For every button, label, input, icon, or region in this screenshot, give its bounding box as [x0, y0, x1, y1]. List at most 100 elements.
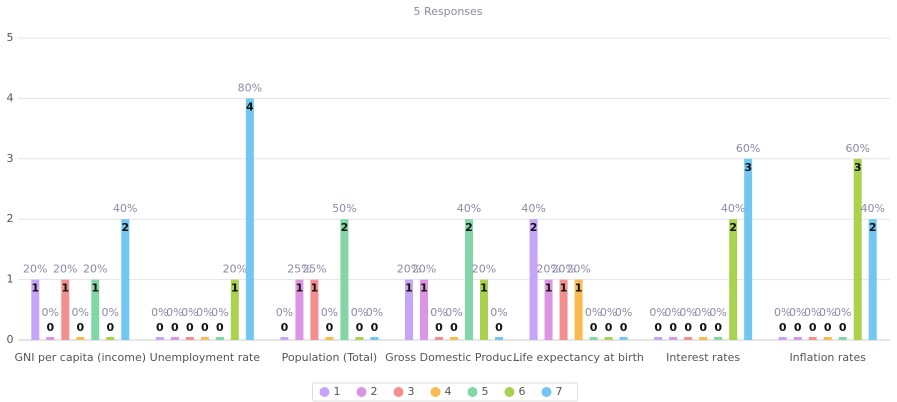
percent-label: 40%	[860, 202, 884, 215]
legend-box	[312, 382, 578, 402]
count-label: 0	[106, 321, 114, 334]
bar	[669, 337, 678, 340]
count-label: 0	[216, 321, 224, 334]
bar	[91, 279, 100, 340]
count-label: 1	[91, 282, 99, 295]
count-label: 0	[620, 321, 628, 334]
count-label: 1	[560, 282, 568, 295]
percent-label: 0%	[72, 306, 89, 319]
y-tick-label: 3	[7, 152, 14, 165]
bar	[808, 337, 817, 340]
percent-label: 0%	[774, 306, 791, 319]
count-label: 0	[684, 321, 692, 334]
count-label: 0	[669, 321, 677, 334]
bar	[480, 279, 488, 340]
bar	[325, 337, 334, 340]
bar	[544, 279, 553, 340]
legend-swatch[interactable]	[467, 387, 478, 397]
count-label: 2	[729, 221, 737, 234]
x-tick-label: Interest rates	[666, 351, 740, 364]
legend-label[interactable]: 6	[519, 385, 526, 398]
percent-label: 20%	[83, 263, 107, 276]
percent-label: 0%	[649, 306, 666, 319]
x-tick-label: Unemployment rate	[150, 351, 261, 364]
percent-label: 0%	[321, 306, 338, 319]
bar	[61, 279, 70, 340]
x-tick-label: Inflation rates	[789, 351, 866, 364]
bar	[76, 337, 85, 340]
legend-swatch[interactable]	[356, 387, 367, 397]
legend-label[interactable]: 7	[556, 385, 563, 398]
bar	[838, 337, 847, 340]
percent-label: 20%	[472, 263, 496, 276]
percent-label: 0%	[679, 306, 696, 319]
percent-label: 20%	[551, 263, 575, 276]
percent-label: 25%	[287, 263, 311, 276]
bar	[170, 337, 179, 340]
count-label: 0	[839, 321, 847, 334]
count-label: 0	[654, 321, 662, 334]
percent-label: 40%	[457, 202, 481, 215]
percent-label: 0%	[102, 306, 119, 319]
count-label: 0	[356, 321, 364, 334]
legend-label[interactable]: 2	[371, 385, 378, 398]
count-label: 1	[575, 282, 583, 295]
bar	[355, 337, 364, 340]
count-label: 0	[699, 321, 707, 334]
percent-label: 0%	[211, 306, 228, 319]
legend-label[interactable]: 5	[482, 385, 489, 398]
legend-swatch[interactable]	[393, 387, 404, 397]
bar	[370, 337, 379, 340]
y-tick-label: 5	[7, 31, 14, 44]
chart-title: 5 Responses	[413, 5, 482, 18]
x-tick-label: GNI per capita (income)	[15, 351, 147, 364]
count-label: 1	[311, 282, 319, 295]
count-label: 1	[420, 282, 428, 295]
percent-label: 0%	[366, 306, 383, 319]
count-label: 0	[435, 321, 443, 334]
percent-label: 0%	[166, 306, 183, 319]
percent-label: 0%	[196, 306, 213, 319]
count-label: 3	[854, 161, 862, 174]
bar	[280, 337, 289, 340]
legend-swatch[interactable]	[541, 387, 552, 397]
legend-swatch[interactable]	[430, 387, 441, 397]
percent-label: 0%	[615, 306, 632, 319]
bar	[619, 337, 628, 340]
x-tick-label: Life expectancy at birth	[513, 351, 644, 364]
count-label: 0	[450, 321, 458, 334]
percent-label: 20%	[397, 263, 421, 276]
percent-label: 0%	[709, 306, 726, 319]
bar	[823, 337, 832, 340]
bar	[155, 337, 164, 340]
bar	[654, 337, 663, 340]
count-label: 1	[231, 282, 239, 295]
bar	[729, 219, 738, 340]
percent-label: 0%	[789, 306, 806, 319]
percent-label: 0%	[181, 306, 198, 319]
legend-swatch[interactable]	[319, 387, 330, 397]
percent-label: 20%	[536, 263, 560, 276]
count-label: 4	[246, 100, 254, 113]
percent-label: 20%	[412, 263, 436, 276]
legend-label[interactable]: 4	[445, 385, 452, 398]
bar	[853, 158, 862, 340]
percent-label: 40%	[113, 202, 137, 215]
count-label: 0	[495, 321, 503, 334]
percent-label: 25%	[302, 263, 326, 276]
count-label: 1	[296, 282, 304, 295]
bar	[185, 337, 194, 340]
bar	[200, 337, 209, 340]
legend-label[interactable]: 1	[334, 385, 341, 398]
count-label: 0	[590, 321, 598, 334]
percent-label: 0%	[834, 306, 851, 319]
bar	[31, 279, 40, 340]
bar	[420, 279, 428, 340]
legend-label[interactable]: 3	[408, 385, 415, 398]
count-label: 0	[714, 321, 722, 334]
bar	[589, 337, 598, 340]
legend-swatch[interactable]	[504, 387, 515, 397]
bar	[574, 279, 583, 340]
bar	[46, 337, 55, 340]
